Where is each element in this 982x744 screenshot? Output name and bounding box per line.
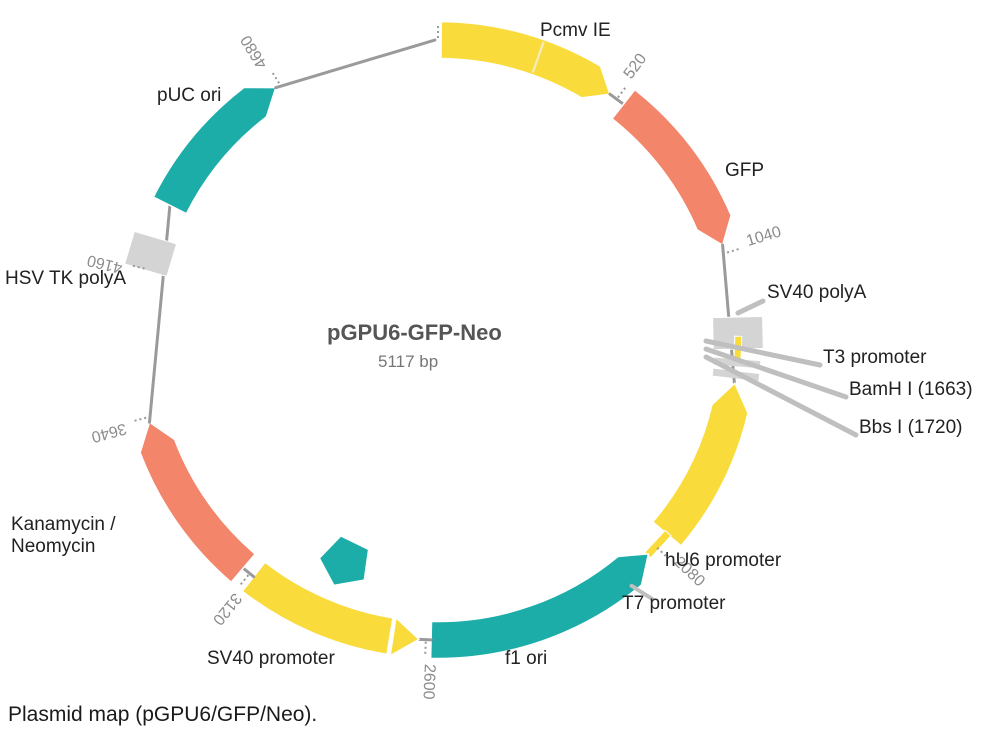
svg-text:1040: 1040	[744, 223, 783, 250]
svg-text:520: 520	[621, 51, 651, 83]
svg-text:3120: 3120	[209, 590, 245, 628]
svg-text:2600: 2600	[419, 664, 437, 700]
svg-text:3640: 3640	[89, 420, 128, 446]
svg-text:4680: 4680	[238, 32, 271, 71]
